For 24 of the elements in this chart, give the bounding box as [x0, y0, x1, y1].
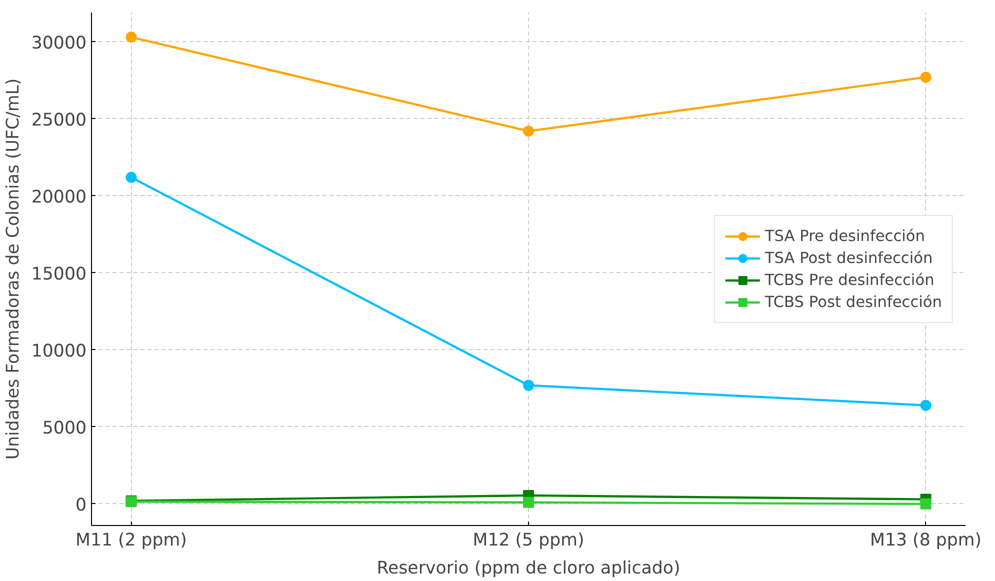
legend-label: TSA Pre desinfección	[764, 226, 926, 244]
point	[920, 498, 932, 510]
point	[920, 400, 932, 411]
point	[523, 126, 534, 137]
legend-label: TSA Post desinfección	[764, 248, 933, 266]
x-tick-label: M13 (8 ppm)	[870, 530, 982, 550]
y-tick-label: 25000	[31, 110, 86, 130]
y-tick-label: 20000	[31, 187, 86, 208]
point	[523, 496, 534, 508]
point	[920, 72, 932, 83]
y-tick-label: 15000	[31, 264, 86, 284]
y-tick-label: 5000	[42, 418, 87, 438]
y-tick-label: 0	[75, 495, 87, 516]
point	[126, 172, 137, 183]
legend-label: TCBS Post desinfección	[764, 292, 942, 310]
point	[523, 380, 534, 391]
y-tick-label: 30000	[31, 33, 86, 54]
x-tick-label: M12 (5 ppm)	[472, 530, 584, 550]
x-axis-title: Reservorio (ppm de cloro aplicado)	[376, 558, 680, 578]
y-axis-title: Unidades Formadoras de Colonias (UFC/mL)	[3, 78, 24, 460]
x-tick-label: M11 (2 ppm)	[76, 530, 187, 550]
legend-label: TCBS Pre desinfección	[764, 270, 934, 288]
point	[126, 32, 137, 43]
y-tick-label: 10000	[31, 341, 86, 362]
